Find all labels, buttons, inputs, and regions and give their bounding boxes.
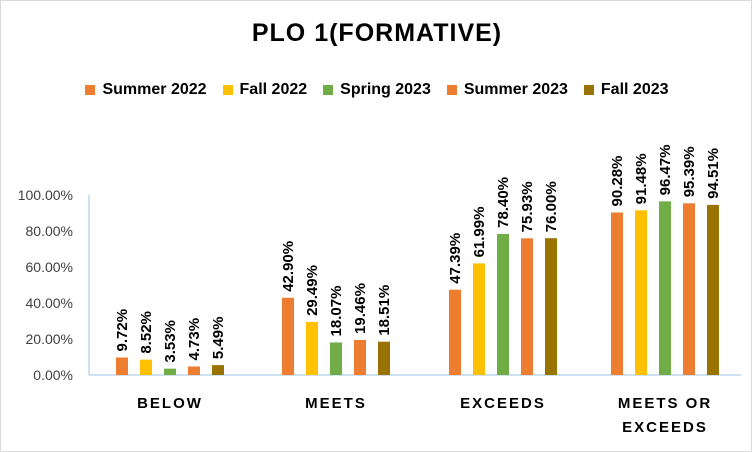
data-label: 19.46% (352, 283, 369, 334)
data-label: 18.51% (376, 285, 393, 336)
bar (164, 368, 176, 375)
legend-label-summer-2023: Summer 2023 (463, 81, 568, 98)
y-tick-label: 60.00% (26, 259, 73, 275)
legend-label-fall-2022: Fall 2022 (239, 81, 308, 98)
data-label: 78.40% (495, 177, 512, 228)
legend-swatch-summer-2022 (85, 85, 96, 95)
bar (306, 321, 318, 375)
category-label-meets-or-exceeds: MEETS OR EXCEEDS (618, 395, 712, 436)
legend-swatch-fall-2023 (583, 85, 594, 95)
bar (282, 297, 294, 375)
bar (116, 357, 128, 375)
bar (683, 203, 695, 375)
bar (497, 233, 509, 375)
data-label: 91.48% (633, 153, 650, 204)
y-tick-label: 40.00% (26, 295, 73, 311)
bar (635, 210, 647, 375)
category-label-meets-or-exceeds-line-2: EXCEEDS (622, 419, 708, 436)
data-label: 3.53% (162, 320, 179, 363)
bar (140, 359, 152, 375)
data-label: 42.90% (280, 241, 297, 292)
data-label: 47.39% (447, 233, 464, 284)
bar (659, 201, 671, 375)
bar (188, 366, 200, 375)
data-label: 29.49% (304, 265, 321, 316)
y-tick-label: 100.00% (18, 187, 73, 203)
category-label-below: BELOW (137, 395, 203, 412)
data-label: 94.51% (705, 148, 722, 199)
chart-title: PLO 1(FORMATIVE) (251, 19, 503, 47)
y-tick-label: 0.00% (33, 367, 73, 383)
data-label: 96.47% (657, 144, 674, 195)
category-label-meets-or-exceeds-line-1: MEETS OR (618, 395, 712, 412)
value-labels-group: 9.72% 42.90% 47.39% 90.28% 8.52% 29.49% 61.99%… (114, 144, 722, 362)
data-label: 8.52% (138, 311, 155, 354)
legend-item-summer-2022: Summer 2022 (85, 81, 207, 99)
legend-item-fall-2022: Fall 2022 (222, 81, 308, 99)
legend-label-summer-2022: Summer 2022 (102, 81, 207, 98)
data-label: 5.49% (210, 317, 227, 360)
legend-label-spring-2023: Spring 2023 (340, 81, 431, 98)
bar (449, 289, 461, 375)
bar (611, 212, 623, 375)
data-label: 9.72% (114, 309, 131, 352)
legend-swatch-fall-2022 (222, 85, 233, 95)
bar (330, 342, 342, 375)
bar (473, 263, 485, 375)
data-label: 18.07% (328, 286, 345, 337)
bar (378, 341, 390, 375)
legend: Summer 2022 Fall 2022 Spring 2023 Summer… (1, 81, 752, 99)
bars-group (116, 201, 719, 375)
legend-swatch-spring-2023 (323, 85, 334, 95)
data-label: 76.00% (543, 181, 560, 232)
y-tick-label: 80.00% (26, 223, 73, 239)
data-label: 95.39% (681, 146, 698, 197)
category-label-meets: MEETS (305, 395, 367, 412)
bar (212, 365, 224, 375)
legend-item-fall-2023: Fall 2023 (583, 81, 669, 99)
bar (354, 339, 366, 375)
bar (521, 238, 533, 375)
legend-item-spring-2023: Spring 2023 (323, 81, 431, 99)
category-label-exceeds: EXCEEDS (460, 395, 546, 412)
y-tick-label: 20.00% (26, 331, 73, 347)
data-label: 61.99% (471, 207, 488, 258)
data-label: 90.28% (609, 156, 626, 207)
legend-swatch-summer-2023 (446, 85, 457, 95)
legend-label-fall-2023: Fall 2023 (600, 81, 669, 98)
data-label: 4.73% (186, 318, 203, 361)
bar (545, 238, 557, 375)
bar (707, 204, 719, 375)
data-label: 75.93% (519, 181, 536, 232)
legend-item-summer-2023: Summer 2023 (446, 81, 568, 99)
